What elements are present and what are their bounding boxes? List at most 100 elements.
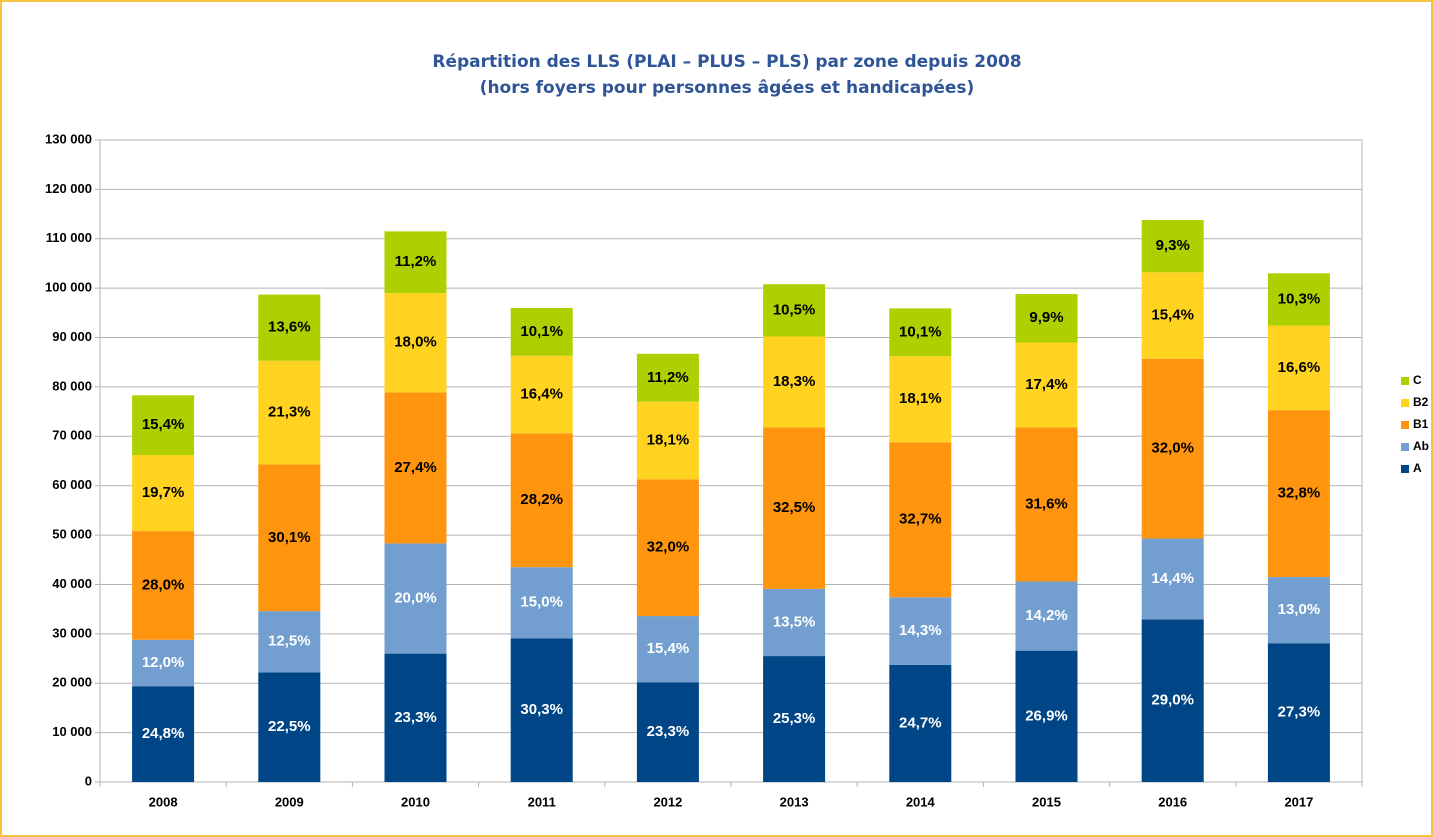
bar-segment	[1015, 650, 1078, 782]
legend-label: B2	[1413, 395, 1429, 409]
bar-segment	[258, 672, 321, 782]
bar-segment	[636, 616, 699, 683]
legend-label: Ab	[1413, 439, 1429, 453]
bar-segment	[132, 686, 195, 782]
bar-segment	[1141, 358, 1204, 539]
bar-segment	[510, 307, 573, 356]
value-label: 12,0%	[142, 654, 185, 671]
bar-segment	[1015, 294, 1078, 343]
value-label: 17,4%	[1025, 376, 1068, 393]
bar-segment	[258, 464, 321, 612]
value-label: 14,2%	[1025, 607, 1068, 624]
bar-segment	[258, 294, 321, 361]
bar-segment	[132, 395, 195, 456]
value-label: 23,3%	[647, 723, 690, 740]
bar-segment	[1267, 410, 1330, 578]
value-label: 10,3%	[1278, 290, 1321, 307]
bar-segment	[1141, 619, 1204, 782]
bar-segment	[1015, 342, 1078, 428]
value-label: 24,7%	[899, 714, 942, 731]
value-label: 32,7%	[899, 511, 942, 528]
value-label: 20,0%	[394, 590, 437, 607]
x-tick-label: 2008	[149, 794, 178, 809]
value-label: 16,6%	[1278, 359, 1321, 376]
bar-segment	[132, 639, 195, 687]
value-label: 18,1%	[647, 431, 690, 448]
value-label: 18,1%	[899, 390, 942, 407]
y-tick-label: 50 000	[52, 527, 92, 542]
value-label: 15,4%	[142, 416, 185, 433]
bar-segment	[763, 336, 826, 428]
value-label: 19,7%	[142, 484, 185, 501]
value-label: 31,6%	[1025, 495, 1068, 512]
value-label: 22,5%	[268, 718, 311, 735]
value-label: 27,4%	[394, 459, 437, 476]
x-tick-label: 2009	[275, 794, 304, 809]
x-tick-label: 2010	[401, 794, 430, 809]
bar-segment	[258, 360, 321, 465]
legend-label: B1	[1413, 417, 1429, 431]
legend-label: C	[1413, 373, 1422, 387]
bar-segment	[1267, 273, 1330, 326]
bar-segment	[384, 543, 447, 654]
bar-segment	[763, 588, 826, 657]
legend-swatch	[1401, 421, 1409, 429]
value-label: 11,2%	[647, 369, 689, 386]
bar-segment	[384, 231, 447, 294]
bar-segment	[510, 638, 573, 782]
y-tick-label: 40 000	[52, 576, 92, 591]
bar-segment	[889, 308, 952, 357]
bar-segment	[636, 353, 699, 402]
value-label: 27,3%	[1278, 704, 1321, 721]
value-label: 26,9%	[1025, 707, 1068, 724]
bar-segment	[510, 355, 573, 434]
x-tick-label: 2012	[653, 794, 682, 809]
bar-segment	[889, 664, 952, 782]
value-label: 11,2%	[395, 253, 437, 270]
y-tick-label: 10 000	[52, 724, 92, 739]
bar-segment	[636, 479, 699, 617]
legend-swatch	[1401, 399, 1409, 407]
y-tick-label: 100 000	[45, 280, 92, 295]
value-label: 10,1%	[899, 323, 942, 340]
bar-segment	[889, 356, 952, 443]
value-label: 12,5%	[268, 633, 311, 650]
y-tick-label: 80 000	[52, 378, 92, 393]
bar-segment	[636, 682, 699, 782]
x-tick-label: 2016	[1158, 794, 1187, 809]
bar-segment	[1267, 325, 1330, 411]
bar-segment	[763, 427, 826, 589]
bar-segment	[132, 455, 195, 532]
value-label: 24,8%	[142, 725, 185, 742]
y-tick-label: 20 000	[52, 675, 92, 690]
value-label: 29,0%	[1151, 692, 1194, 709]
value-label: 21,3%	[268, 404, 311, 421]
bar-segment	[258, 611, 321, 673]
bar-segment	[1267, 577, 1330, 644]
bar-segment	[384, 293, 447, 393]
value-label: 10,1%	[520, 323, 563, 340]
value-label: 30,3%	[520, 701, 563, 718]
value-label: 30,1%	[268, 529, 311, 546]
value-label: 28,2%	[520, 491, 563, 508]
bar-segment	[384, 392, 447, 544]
value-label: 10,5%	[773, 301, 816, 318]
value-label: 18,3%	[773, 373, 816, 390]
bar-segment	[763, 656, 826, 782]
value-label: 15,0%	[520, 594, 563, 611]
chart-title: Répartition des LLS (PLAI – PLUS – PLS) …	[432, 52, 1021, 72]
value-label: 13,6%	[268, 319, 311, 336]
value-label: 16,4%	[520, 386, 563, 403]
y-tick-label: 130 000	[45, 131, 92, 146]
bar-segment	[510, 433, 573, 568]
bar-segment	[384, 653, 447, 782]
legend-swatch	[1401, 465, 1409, 473]
x-tick-label: 2011	[528, 794, 556, 809]
x-tick-label: 2013	[780, 794, 809, 809]
y-tick-label: 60 000	[52, 477, 92, 492]
value-label: 23,3%	[394, 709, 437, 726]
bar-segment	[510, 567, 573, 639]
y-tick-label: 30 000	[52, 625, 92, 640]
value-label: 32,0%	[1151, 440, 1194, 457]
